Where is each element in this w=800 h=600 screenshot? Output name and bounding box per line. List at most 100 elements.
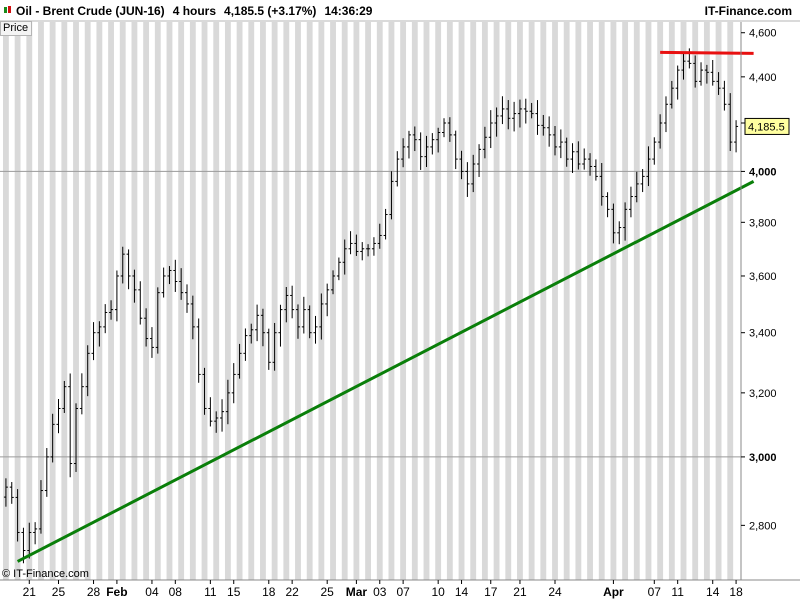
y-tick-label: 3,600 bbox=[749, 271, 777, 283]
price-bar bbox=[383, 208, 388, 240]
price-bar bbox=[412, 126, 417, 152]
session-band bbox=[73, 22, 79, 580]
timeframe-label: 4 hours bbox=[172, 4, 217, 18]
x-tick-label: 22 bbox=[285, 585, 299, 599]
x-tick-label: Feb bbox=[106, 585, 127, 599]
price-bar bbox=[319, 293, 324, 340]
price-bar bbox=[570, 143, 575, 173]
price-bar bbox=[541, 114, 546, 136]
price-bar bbox=[97, 321, 102, 347]
current-price-box bbox=[744, 117, 790, 135]
price-bar bbox=[447, 117, 452, 142]
price-bar bbox=[617, 221, 622, 245]
price-bar bbox=[646, 146, 651, 187]
session-band bbox=[552, 22, 558, 580]
x-tick-label: 07 bbox=[648, 585, 662, 599]
price-bar bbox=[675, 65, 680, 100]
price-bar bbox=[535, 100, 540, 135]
price-bar bbox=[278, 304, 283, 347]
price-bar bbox=[389, 171, 394, 220]
price-bar bbox=[418, 132, 423, 170]
price-bar bbox=[132, 269, 137, 303]
candlestick-icon bbox=[4, 6, 11, 13]
price-bar bbox=[406, 130, 411, 159]
price-bar bbox=[295, 304, 300, 339]
session-band bbox=[400, 22, 407, 580]
price-bar bbox=[681, 52, 686, 80]
price-bar bbox=[255, 304, 260, 342]
session-band bbox=[703, 22, 710, 580]
x-tick-label: Mar bbox=[346, 585, 368, 599]
x-tick-label: 14 bbox=[706, 585, 720, 599]
chart-title-line: Oil - Brent Crude (JUN-16) 4 hours 4,185.5… bbox=[16, 4, 380, 18]
y-tick-label: 3,200 bbox=[749, 388, 777, 400]
price-bar bbox=[442, 118, 447, 138]
price-bar bbox=[506, 100, 511, 130]
price-bar bbox=[436, 127, 441, 153]
price-bar bbox=[401, 138, 406, 168]
session-band bbox=[692, 22, 699, 580]
session-band bbox=[376, 22, 383, 580]
session-band bbox=[236, 22, 243, 580]
price-bar bbox=[669, 80, 674, 109]
price-bar bbox=[27, 522, 32, 559]
price-bar bbox=[517, 99, 522, 128]
price-bar bbox=[272, 322, 277, 371]
price-bar bbox=[214, 411, 219, 433]
session-band bbox=[668, 22, 675, 580]
price-bar bbox=[459, 150, 464, 180]
price-bar bbox=[547, 116, 552, 147]
support-trendline[interactable] bbox=[16, 180, 755, 563]
session-band bbox=[143, 22, 150, 580]
price-bar bbox=[161, 267, 166, 298]
session-band bbox=[61, 22, 68, 580]
session-band bbox=[306, 22, 313, 580]
price-bar bbox=[50, 413, 55, 463]
price-bar bbox=[482, 126, 487, 159]
x-tick-label: 18 bbox=[262, 585, 276, 599]
price-bar bbox=[284, 286, 289, 323]
price-bar bbox=[424, 135, 429, 168]
price-bar bbox=[611, 203, 616, 244]
session-band bbox=[505, 22, 512, 580]
price-bar bbox=[202, 367, 207, 415]
price-bar bbox=[126, 249, 131, 290]
session-band bbox=[38, 22, 44, 580]
price-bar bbox=[33, 522, 38, 545]
price-bar bbox=[56, 398, 61, 434]
session-band bbox=[470, 22, 477, 580]
price-bar bbox=[331, 270, 336, 295]
session-band bbox=[119, 22, 126, 580]
session-band bbox=[528, 22, 535, 580]
price-bar bbox=[138, 281, 143, 325]
price-bar bbox=[471, 154, 476, 193]
resistance-trendline[interactable] bbox=[660, 50, 754, 55]
price-bar bbox=[605, 192, 610, 218]
price-bar bbox=[68, 373, 73, 478]
session-band bbox=[610, 22, 617, 580]
price-bar bbox=[114, 270, 119, 322]
price-bar bbox=[395, 151, 400, 187]
current-price-label: 4,185.5 bbox=[748, 121, 785, 133]
price-bar bbox=[260, 308, 265, 347]
x-tick-label: 03 bbox=[373, 585, 387, 599]
session-band bbox=[493, 22, 500, 580]
price-bar bbox=[599, 162, 604, 206]
price-bar bbox=[371, 237, 376, 256]
session-band bbox=[224, 22, 231, 580]
price-bar bbox=[634, 171, 639, 203]
session-band bbox=[166, 22, 173, 580]
price-panel-tab[interactable]: Price bbox=[0, 21, 32, 36]
price-bar bbox=[722, 80, 727, 111]
price-bar bbox=[79, 373, 84, 415]
price-bar bbox=[360, 242, 365, 261]
instrument-title: Oil - Brent Crude (JUN-16) bbox=[16, 4, 165, 18]
price-bar bbox=[728, 93, 733, 151]
price-bar bbox=[185, 284, 189, 313]
price-bar bbox=[173, 259, 178, 292]
price-bar bbox=[149, 327, 154, 358]
price-bar bbox=[366, 244, 371, 257]
price-bar bbox=[325, 283, 330, 317]
x-tick-label: 21 bbox=[513, 585, 527, 599]
